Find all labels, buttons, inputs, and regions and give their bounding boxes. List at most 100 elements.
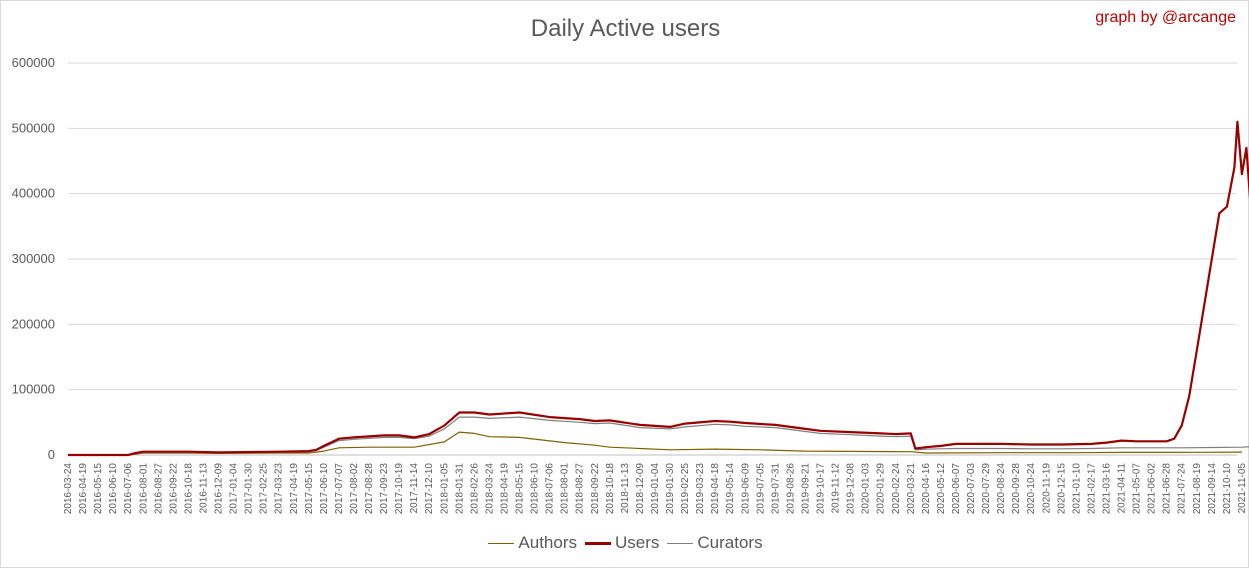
chart-title: Daily Active users xyxy=(530,15,721,42)
x-tick-label: 2017-01-30 xyxy=(244,463,255,515)
x-tick-label: 2018-12-09 xyxy=(635,463,646,515)
x-tick-label: 2018-02-26 xyxy=(469,463,480,515)
legend-item-authors: Authors xyxy=(488,533,577,553)
x-tick-label: 2020-06-07 xyxy=(951,463,962,515)
x-tick-label: 2020-09-28 xyxy=(1011,463,1022,515)
x-tick-label: 2019-07-31 xyxy=(770,463,781,515)
x-tick-label: 2018-01-05 xyxy=(439,463,450,515)
x-tick-label: 2019-07-05 xyxy=(755,463,766,515)
legend-swatch xyxy=(667,542,694,544)
x-tick-label: 2019-01-30 xyxy=(665,463,676,515)
x-tick-label: 2021-07-24 xyxy=(1177,463,1188,515)
y-tick-label: 300000 xyxy=(12,251,55,266)
y-tick-label: 0 xyxy=(48,447,55,462)
y-tick-label: 600000 xyxy=(12,55,55,70)
x-tick-label: 2020-04-16 xyxy=(921,463,932,515)
x-tick-label: 2017-11-14 xyxy=(409,463,420,514)
x-tick-label: 2016-10-18 xyxy=(183,463,194,515)
x-tick-label: 2017-03-23 xyxy=(274,463,285,515)
x-tick-label: 2016-08-01 xyxy=(138,463,149,515)
x-tick-label: 2018-08-01 xyxy=(560,463,571,515)
x-tick-label: 2016-11-13 xyxy=(198,463,209,514)
x-tick-label: 2016-04-19 xyxy=(78,463,89,515)
series-line-authors xyxy=(68,431,1242,456)
x-tick-label: 2021-02-17 xyxy=(1086,463,1097,515)
chart-legend: Authors Users Curators xyxy=(1,533,1249,553)
x-tick-label: 2017-09-23 xyxy=(379,463,390,515)
x-tick-label: 2019-12-08 xyxy=(846,463,857,515)
x-tick-label: 2018-06-10 xyxy=(530,463,541,515)
x-tick-label: 2016-05-15 xyxy=(93,463,104,515)
x-tick-label: 2017-02-25 xyxy=(259,463,270,515)
x-tick-label: 2017-01-04 xyxy=(229,463,240,515)
x-tick-label: 2016-08-27 xyxy=(153,463,164,515)
legend-label: Curators xyxy=(697,533,763,552)
y-tick-label: 100000 xyxy=(12,382,55,397)
x-tick-label: 2019-08-26 xyxy=(785,463,796,515)
x-tick-label: 2020-11-19 xyxy=(1041,463,1052,514)
x-tick-label: 2021-09-14 xyxy=(1207,463,1218,515)
x-tick-label: 2017-04-19 xyxy=(289,463,300,515)
x-tick-label: 2018-11-13 xyxy=(620,463,631,514)
x-tick-label: 2019-10-17 xyxy=(816,463,827,515)
x-tick-label: 2016-07-06 xyxy=(123,463,134,515)
x-tick-label: 2019-02-25 xyxy=(680,463,691,515)
x-tick-label: 2017-08-02 xyxy=(349,463,360,515)
series-line-curators xyxy=(68,416,1249,456)
x-tick-label: 2020-05-12 xyxy=(936,463,947,515)
y-tick-label: 500000 xyxy=(12,120,55,135)
x-tick-label: 2017-10-19 xyxy=(394,463,405,515)
x-tick-label: 2021-08-19 xyxy=(1192,463,1203,515)
legend-item-users: Users xyxy=(585,533,659,553)
x-tick-label: 2020-07-29 xyxy=(981,463,992,515)
x-tick-label: 2018-09-22 xyxy=(590,463,601,515)
x-tick-label: 2020-03-21 xyxy=(906,463,917,515)
legend-swatch xyxy=(488,542,515,544)
x-tick-label: 2016-03-24 xyxy=(63,463,74,515)
x-tick-label: 2018-10-18 xyxy=(605,463,616,515)
x-tick-label: 2021-10-10 xyxy=(1222,463,1233,515)
x-tick-label: 2019-01-04 xyxy=(650,463,661,515)
series-line-users xyxy=(68,120,1249,457)
x-tick-label: 2021-05-07 xyxy=(1132,463,1143,515)
x-tick-label: 2017-07-07 xyxy=(334,463,345,515)
x-tick-label: 2021-11-05 xyxy=(1237,463,1248,514)
y-tick-label: 200000 xyxy=(12,316,55,331)
x-tick-label: 2021-04-11 xyxy=(1117,463,1128,514)
x-tick-label: 2018-05-15 xyxy=(515,463,526,515)
x-tick-label: 2017-05-15 xyxy=(304,463,315,515)
x-tick-label: 2018-03-24 xyxy=(484,463,495,515)
x-tick-label: 2016-12-09 xyxy=(214,463,225,515)
x-tick-label: 2018-04-19 xyxy=(499,463,510,515)
legend-label: Users xyxy=(615,533,660,552)
x-tick-label: 2019-04-18 xyxy=(710,463,721,515)
x-tick-label: 2019-03-23 xyxy=(695,463,706,515)
chart-credit: graph by @arcange xyxy=(1095,9,1236,26)
legend-label: Authors xyxy=(518,533,577,552)
x-tick-label: 2017-08-28 xyxy=(364,463,375,515)
x-tick-label: 2020-07-03 xyxy=(966,463,977,515)
x-tick-label: 2020-01-03 xyxy=(861,463,872,515)
x-tick-label: 2018-01-31 xyxy=(454,463,465,515)
x-tick-label: 2020-01-29 xyxy=(876,463,887,515)
x-tick-label: 2019-11-12 xyxy=(831,463,842,514)
y-tick-label: 400000 xyxy=(12,186,55,201)
x-tick-label: 2020-08-24 xyxy=(996,463,1007,515)
x-tick-label: 2020-12-15 xyxy=(1056,463,1067,515)
legend-item-curators: Curators xyxy=(667,533,763,553)
x-tick-label: 2018-08-27 xyxy=(575,463,586,515)
x-tick-label: 2020-02-24 xyxy=(891,463,902,515)
x-tick-label: 2017-12-10 xyxy=(424,463,435,515)
x-tick-label: 2016-09-22 xyxy=(168,463,179,515)
legend-swatch xyxy=(585,541,611,545)
x-tick-label: 2021-01-10 xyxy=(1071,463,1082,515)
x-tick-label: 2016-06-10 xyxy=(108,463,119,515)
x-tick-label: 2020-10-24 xyxy=(1026,463,1037,515)
x-tick-label: 2019-06-09 xyxy=(740,463,751,515)
x-tick-label: 2021-06-28 xyxy=(1162,463,1173,515)
x-tick-label: 2021-03-16 xyxy=(1101,463,1112,515)
x-tick-label: 2019-05-14 xyxy=(725,463,736,515)
x-tick-label: 2018-07-06 xyxy=(545,463,556,515)
